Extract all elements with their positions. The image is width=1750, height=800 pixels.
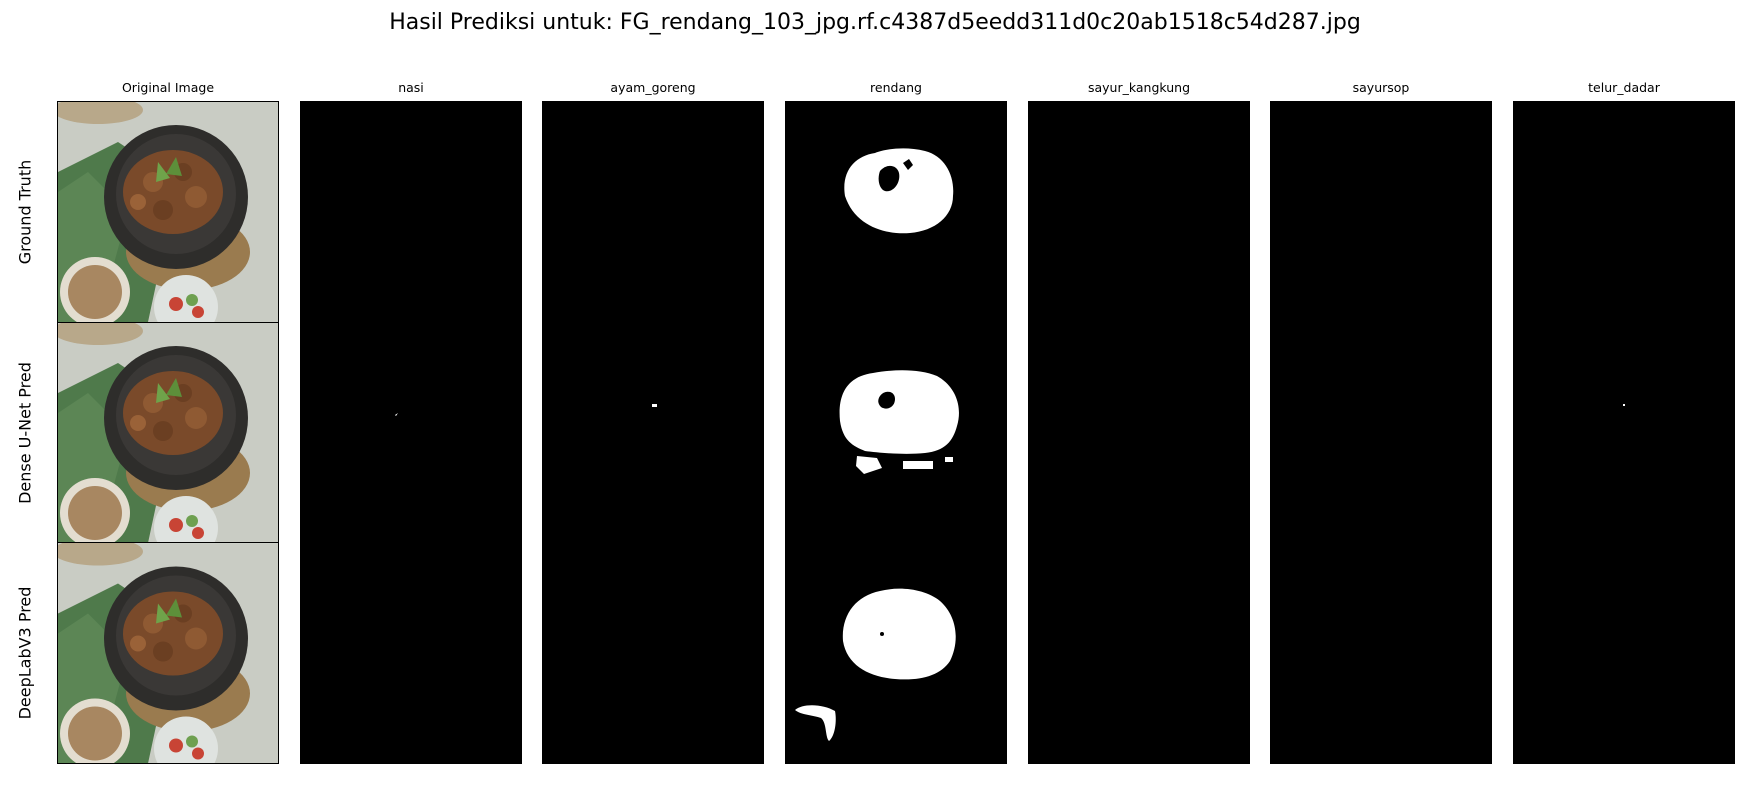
mask-speck bbox=[1623, 404, 1625, 406]
original-image-column bbox=[57, 101, 279, 764]
col-title-rendang: rendang bbox=[870, 80, 922, 95]
mask-rendang-svg bbox=[795, 148, 959, 741]
food-photo bbox=[58, 322, 278, 543]
mask-column-rendang bbox=[785, 101, 1007, 764]
mask-speck bbox=[395, 413, 398, 416]
mask-column-sayursop bbox=[1270, 101, 1492, 764]
mask-fragment bbox=[856, 456, 882, 474]
mask-nasi-svg bbox=[395, 413, 398, 416]
food-photo-illustration bbox=[58, 323, 278, 543]
mask-column-telur-dadar bbox=[1513, 101, 1735, 764]
mask-blob-dense-unet bbox=[839, 370, 959, 454]
mask-column-sayur-kangkung bbox=[1028, 101, 1250, 764]
mask-hole bbox=[878, 165, 900, 192]
mask-fragment bbox=[795, 705, 836, 741]
mask-fragment bbox=[945, 457, 953, 462]
mask-blob-deeplab bbox=[842, 588, 956, 680]
mask-column-ayam-goreng bbox=[542, 101, 764, 764]
col-title-telur-dadar: telur_dadar bbox=[1588, 80, 1660, 95]
mask-ayam-goreng-svg bbox=[652, 404, 657, 407]
col-title-ayam-goreng: ayam_goreng bbox=[610, 80, 696, 95]
mask-blob-ground-truth bbox=[844, 148, 954, 234]
mask-hole bbox=[878, 391, 895, 409]
mask-telur-dadar-svg bbox=[1623, 404, 1625, 406]
food-photo bbox=[58, 542, 278, 763]
mask-hole bbox=[880, 632, 884, 636]
mask-fragment bbox=[903, 461, 933, 469]
col-title-sayur-kangkung: sayur_kangkung bbox=[1087, 80, 1191, 95]
food-photo-illustration bbox=[58, 543, 278, 763]
row-label-deeplab-text: DeepLabV3 Pred bbox=[15, 586, 35, 720]
row-label-ground-truth-text: Ground Truth bbox=[15, 159, 35, 265]
food-photo bbox=[58, 102, 278, 322]
figure-title: Hasil Prediksi untuk: FG_rendang_103_jpg… bbox=[389, 10, 1361, 35]
mask-hole bbox=[903, 159, 913, 170]
mask-speck bbox=[652, 404, 657, 407]
row-label-dense-unet-text: Dense U-Net Pred bbox=[15, 362, 35, 504]
food-photo-illustration bbox=[58, 102, 278, 322]
mask-column-nasi bbox=[300, 101, 522, 764]
col-title-nasi: nasi bbox=[398, 80, 424, 95]
col-title-original: Original Image bbox=[121, 80, 215, 95]
col-title-sayursop: sayursop bbox=[1352, 80, 1410, 95]
